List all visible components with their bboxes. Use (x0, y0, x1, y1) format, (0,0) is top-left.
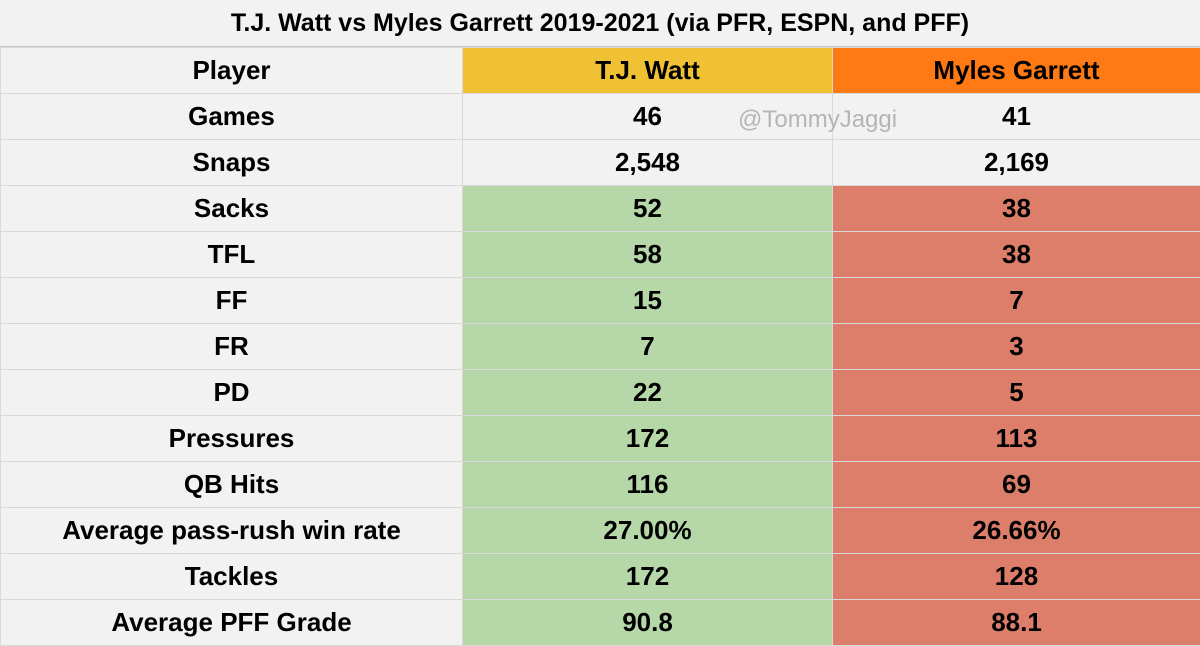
watt-value: 46 (463, 94, 833, 140)
garrett-value: 38 (833, 186, 1200, 232)
stat-label: Average PFF Grade (1, 600, 463, 646)
garrett-value: 128 (833, 554, 1200, 600)
table-row: Average pass-rush win rate 27.00% 26.66% (1, 508, 1200, 554)
watt-value: 172 (463, 416, 833, 462)
watt-value: 27.00% (463, 508, 833, 554)
table-row: FF 15 7 (1, 278, 1200, 324)
watt-value: 58 (463, 232, 833, 278)
header-watt: T.J. Watt (463, 48, 833, 94)
watt-value: 116 (463, 462, 833, 508)
stat-label: TFL (1, 232, 463, 278)
table-row: TFL 58 38 (1, 232, 1200, 278)
watt-value: 22 (463, 370, 833, 416)
watt-value: 2,548 (463, 140, 833, 186)
watt-value: 15 (463, 278, 833, 324)
garrett-value: 3 (833, 324, 1200, 370)
stats-table: Player T.J. Watt Myles Garrett Games 46 … (0, 47, 1200, 646)
garrett-value: 2,169 (833, 140, 1200, 186)
sheet-title: T.J. Watt vs Myles Garrett 2019-2021 (vi… (0, 0, 1200, 47)
garrett-value: 7 (833, 278, 1200, 324)
garrett-value: 38 (833, 232, 1200, 278)
garrett-value: 41 (833, 94, 1200, 140)
garrett-value: 26.66% (833, 508, 1200, 554)
header-garrett: Myles Garrett (833, 48, 1200, 94)
table-row: Average PFF Grade 90.8 88.1 (1, 600, 1200, 646)
table-row: Snaps 2,548 2,169 (1, 140, 1200, 186)
table-row: Pressures 172 113 (1, 416, 1200, 462)
watt-value: 52 (463, 186, 833, 232)
watt-value: 172 (463, 554, 833, 600)
garrett-value: 88.1 (833, 600, 1200, 646)
stat-label: Games (1, 94, 463, 140)
table-row: Sacks 52 38 (1, 186, 1200, 232)
stat-label: Pressures (1, 416, 463, 462)
header-player: Player (1, 48, 463, 94)
table-row: PD 22 5 (1, 370, 1200, 416)
watt-value: 90.8 (463, 600, 833, 646)
table-row: QB Hits 116 69 (1, 462, 1200, 508)
table-row: Games 46 41 (1, 94, 1200, 140)
stat-label: PD (1, 370, 463, 416)
stat-label: Tackles (1, 554, 463, 600)
garrett-value: 5 (833, 370, 1200, 416)
garrett-value: 69 (833, 462, 1200, 508)
stat-label: FR (1, 324, 463, 370)
stat-label: QB Hits (1, 462, 463, 508)
watt-value: 7 (463, 324, 833, 370)
garrett-value: 113 (833, 416, 1200, 462)
table-row: Tackles 172 128 (1, 554, 1200, 600)
stat-label: FF (1, 278, 463, 324)
stat-label: Sacks (1, 186, 463, 232)
header-row: Player T.J. Watt Myles Garrett (1, 48, 1200, 94)
stat-label: Snaps (1, 140, 463, 186)
stat-label: Average pass-rush win rate (1, 508, 463, 554)
table-row: FR 7 3 (1, 324, 1200, 370)
